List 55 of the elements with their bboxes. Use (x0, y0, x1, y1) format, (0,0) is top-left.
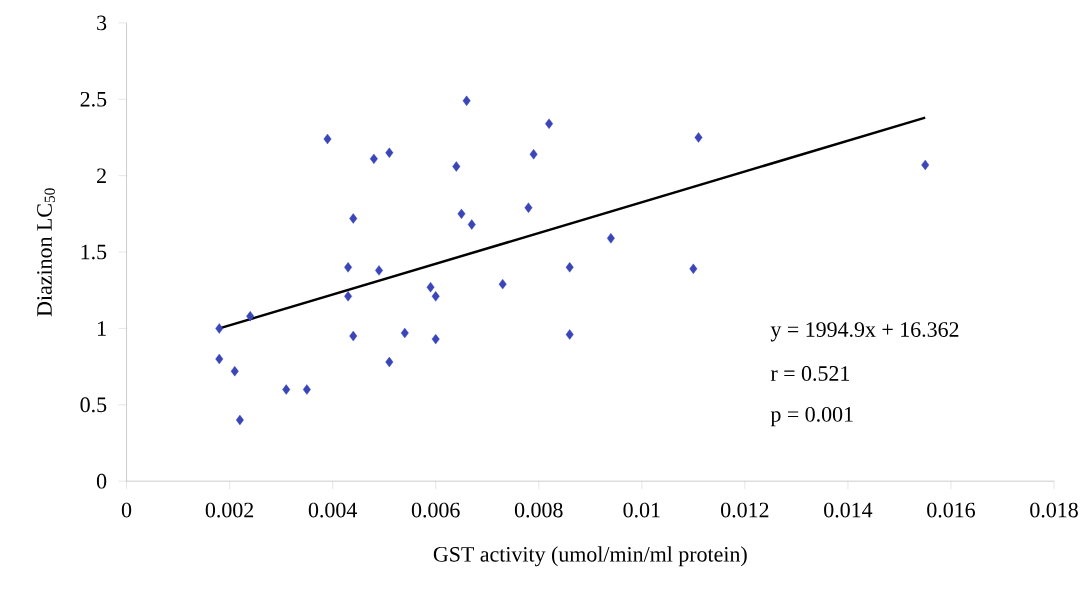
y-tick-label: 2.5 (80, 92, 107, 107)
x-tick-label: 0 (121, 502, 132, 518)
point (385, 147, 394, 159)
point (349, 331, 358, 342)
point (524, 202, 533, 214)
point (385, 356, 394, 368)
x-tick-label: 0.004 (308, 502, 357, 518)
x-tick-label: 0.01 (623, 502, 660, 518)
x-tick-label: 0.006 (411, 502, 460, 518)
point (215, 323, 224, 334)
point (431, 334, 440, 345)
point (230, 366, 239, 377)
point (921, 159, 930, 171)
x-tick-label: 0.018 (1030, 502, 1078, 518)
point (323, 133, 332, 145)
point (426, 282, 435, 293)
point (215, 353, 224, 365)
point (369, 153, 378, 165)
x-tick-label: 0.014 (824, 502, 873, 518)
annotation: r = 0.521 (770, 366, 850, 382)
point (565, 262, 574, 273)
point (565, 329, 574, 340)
point (529, 149, 538, 160)
point (467, 219, 476, 230)
x-tick-label: 0.008 (514, 502, 563, 518)
point (498, 279, 507, 290)
point (400, 327, 409, 339)
point (452, 161, 461, 172)
point (457, 208, 466, 220)
point (462, 95, 471, 107)
y-tick-label: 0.5 (80, 397, 107, 413)
y-tick-label: 1.5 (81, 244, 107, 260)
point (689, 263, 698, 275)
point (349, 213, 358, 224)
point (302, 384, 311, 395)
x-tick-label: 0.012 (721, 502, 769, 518)
point (431, 291, 440, 302)
point (344, 262, 353, 273)
x-axis-title: GST activity (umol/min/ml protein) (433, 546, 747, 567)
point (235, 415, 244, 426)
y-axis-title: Diazinon LC$_{50}$ (37, 188, 55, 317)
x-tick-label: 0.016 (927, 502, 975, 518)
y-tick-label: 2 (97, 168, 106, 184)
y-tick-label: 3 (97, 15, 107, 31)
y-tick-label: 0 (96, 473, 107, 489)
point (344, 291, 353, 302)
y-tick-label: 1 (98, 321, 106, 336)
x-tick-label: 0.002 (205, 502, 254, 518)
point (282, 384, 291, 395)
annotation: y = 1994.9x + 16.362 (770, 322, 959, 342)
point (375, 265, 383, 276)
point (246, 311, 255, 322)
point (694, 132, 703, 143)
annotation: p = 0.001 (770, 407, 853, 427)
point (606, 233, 615, 244)
